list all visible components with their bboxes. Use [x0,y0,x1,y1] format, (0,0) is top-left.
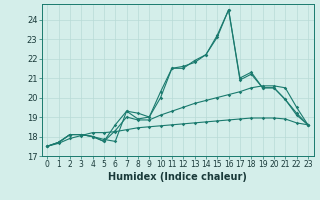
X-axis label: Humidex (Indice chaleur): Humidex (Indice chaleur) [108,172,247,182]
